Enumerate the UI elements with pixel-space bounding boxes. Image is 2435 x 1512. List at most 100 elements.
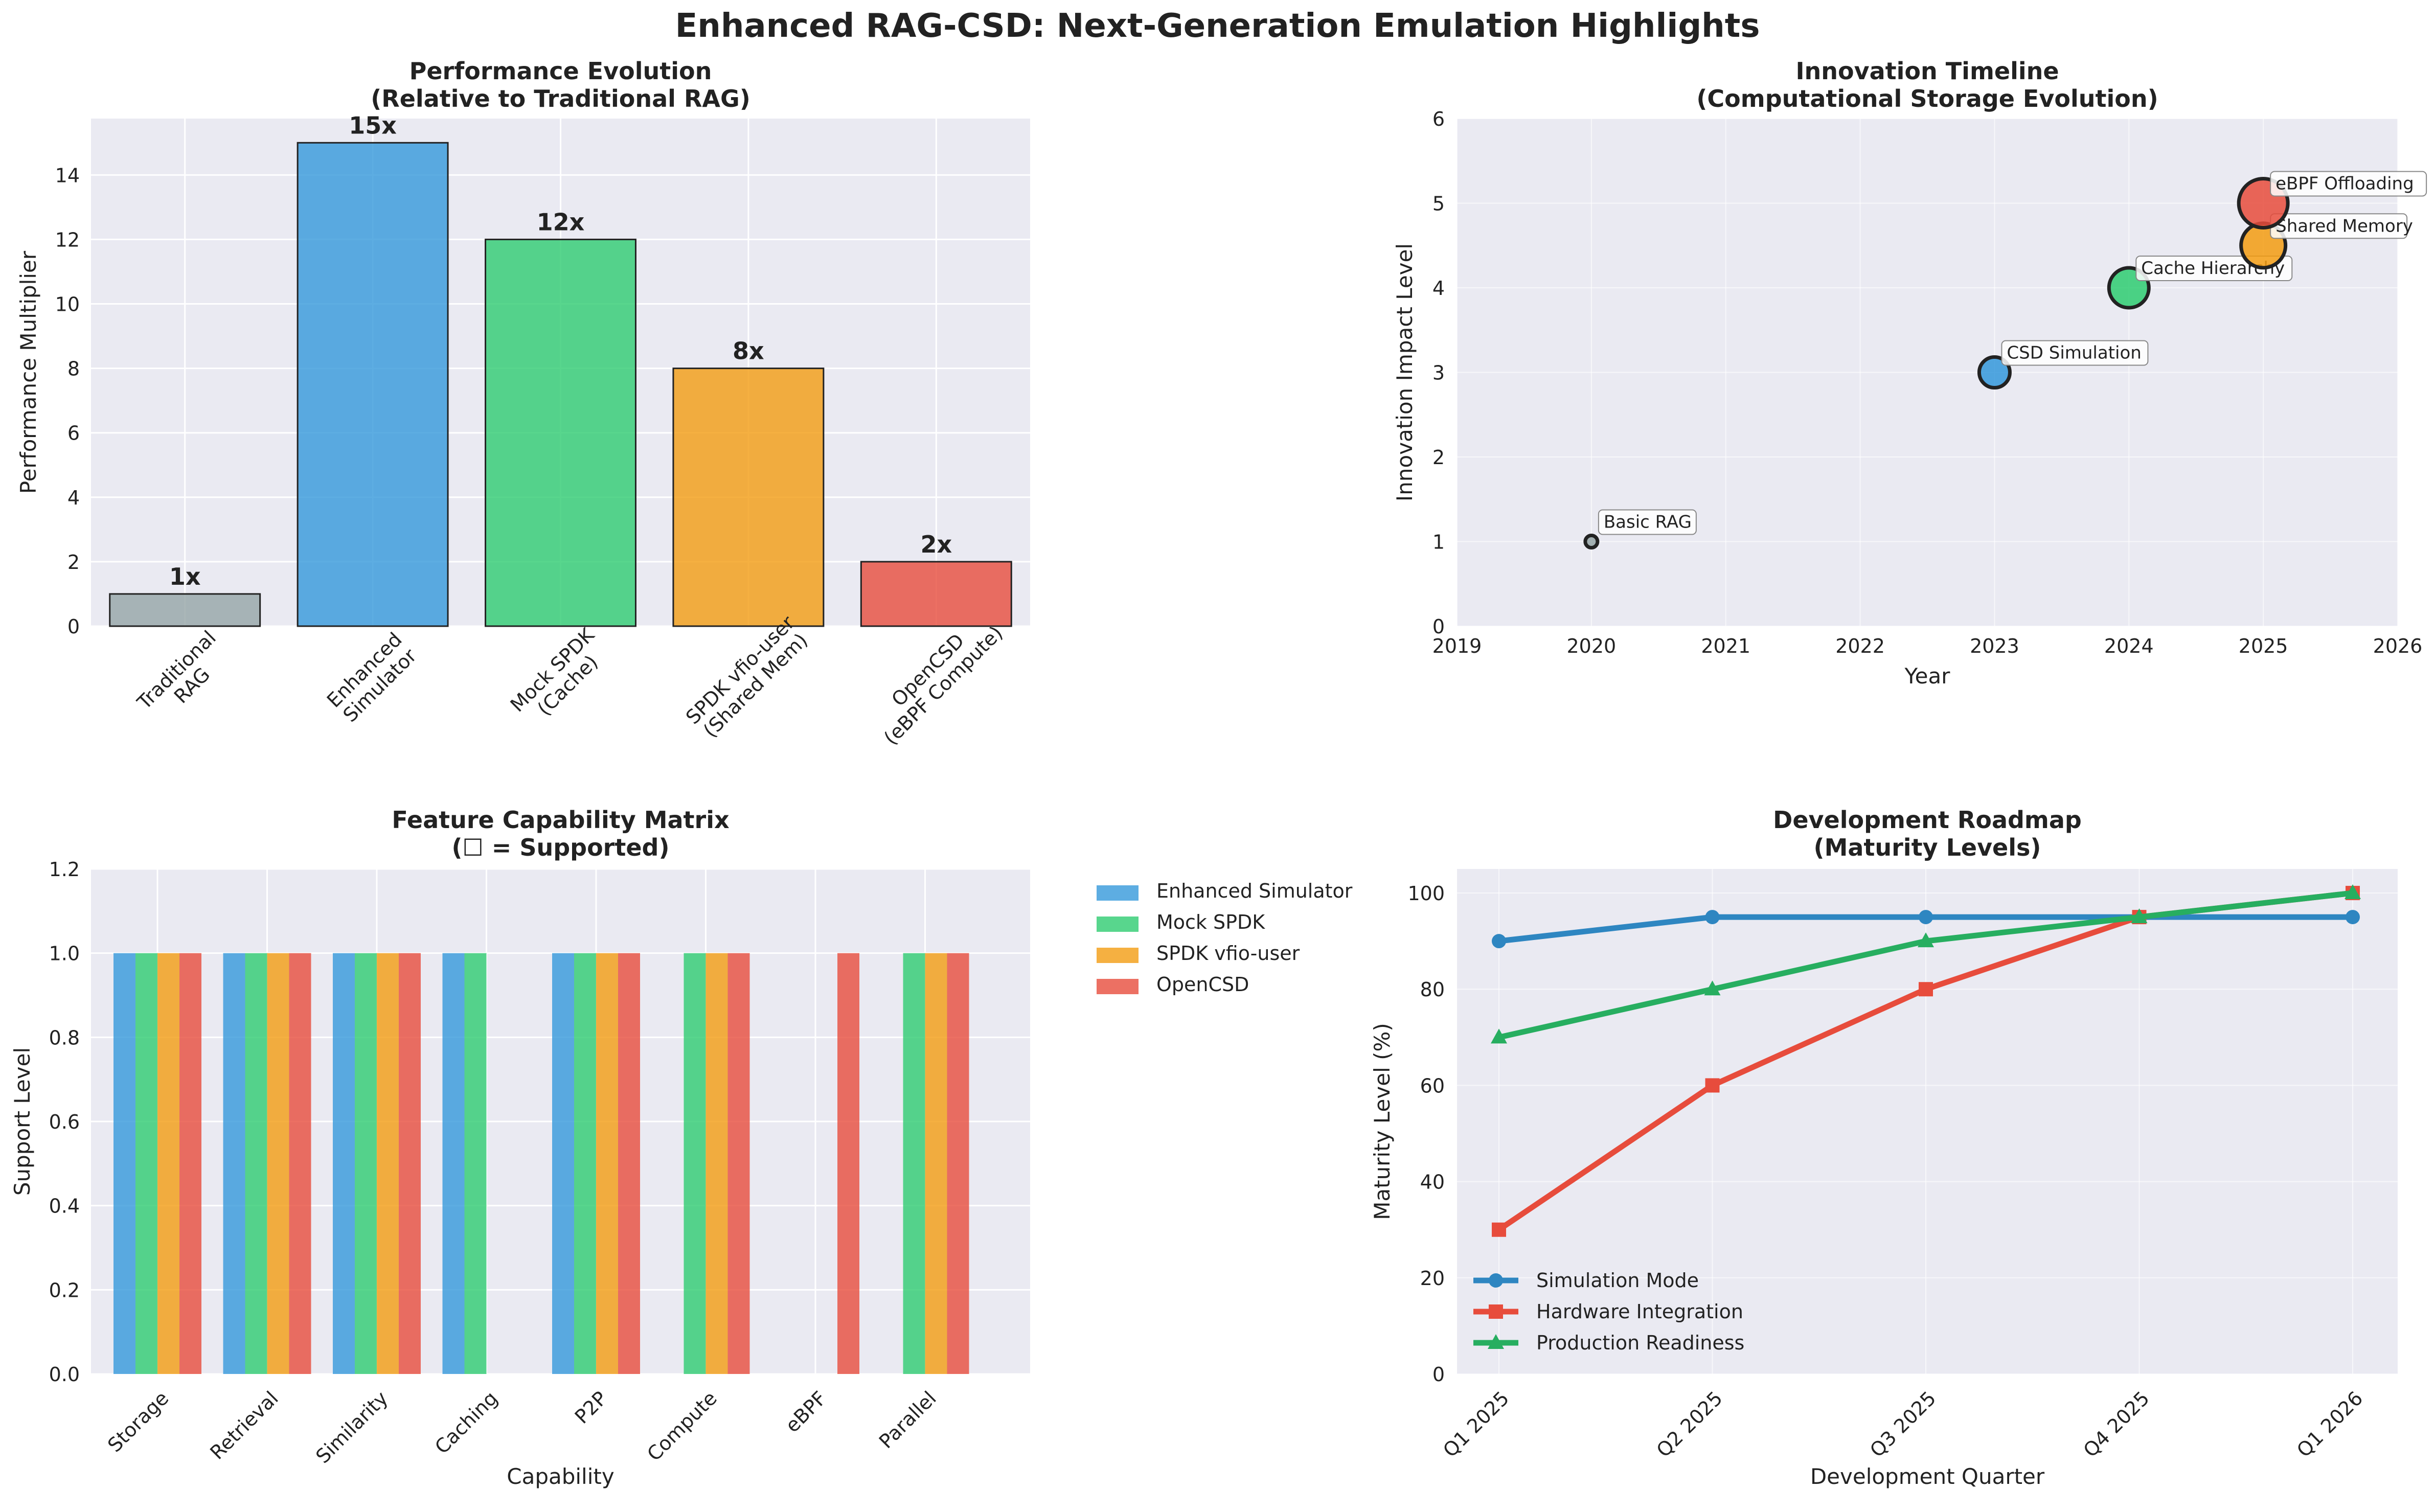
y-tick-label: 0.0 [49, 1363, 80, 1386]
bar [297, 142, 449, 627]
x-tick-label: 2024 [2104, 635, 2154, 657]
series-marker [1919, 910, 1933, 925]
bar [672, 368, 825, 627]
bar [223, 953, 245, 1374]
bar [618, 953, 640, 1374]
y-tick-label: 0 [67, 615, 80, 638]
series-marker [1919, 982, 1933, 997]
bar-data-label: 15x [349, 111, 397, 139]
x-tick-label: Q4 2025 [2079, 1387, 2154, 1461]
chart-title: Innovation Timeline (Computational Storag… [1696, 57, 2158, 112]
y-tick-label: 60 [1420, 1074, 1445, 1097]
legend-swatch [1097, 948, 1139, 963]
x-tick-label: 2020 [1566, 635, 1616, 657]
bar-data-label: 2x [920, 531, 952, 558]
y-tick-label: 2 [67, 551, 80, 574]
y-tick-label: 0 [1432, 615, 1445, 638]
series-marker [2345, 884, 2361, 900]
y-tick-label: 100 [1407, 882, 1445, 905]
bar [727, 953, 750, 1374]
legend-swatch [1097, 917, 1139, 932]
bar [706, 953, 728, 1374]
bar [377, 953, 399, 1374]
y-axis-label: Performance Multiplier [16, 250, 41, 494]
legend-marker [1488, 1334, 1504, 1349]
chart-title: Development Roadmap (Maturity Levels) [1773, 806, 2082, 861]
bar [925, 953, 947, 1374]
bar [464, 953, 487, 1374]
figure-title: Enhanced RAG-CSD: Next-Generation Emulat… [675, 7, 1760, 45]
x-tick-label: eBPF [781, 1387, 831, 1437]
series-marker [1705, 910, 1720, 925]
bar-data-label: 1x [169, 563, 201, 590]
x-tick-label: 2022 [1835, 635, 1885, 657]
y-tick-label: 6 [67, 422, 80, 445]
x-tick-label: 2026 [2373, 635, 2423, 657]
y-tick-label: 80 [1420, 978, 1445, 1001]
x-tick-label: Caching [430, 1387, 502, 1458]
legend-label: SPDK vfio-user [1156, 942, 1300, 965]
series-marker [2346, 910, 2360, 925]
x-tick-label: 2025 [2239, 635, 2288, 657]
x-tick-label: Compute [643, 1387, 721, 1465]
bar [289, 953, 311, 1374]
y-tick-label: 1.0 [49, 943, 80, 965]
point-label-box [2270, 171, 2427, 197]
series-marker [1491, 1028, 1507, 1044]
y-tick-label: 0.4 [49, 1195, 80, 1218]
y-tick-label: 4 [1432, 277, 1445, 300]
bar [355, 953, 377, 1374]
series-marker [1492, 934, 1506, 949]
y-tick-label: 5 [1432, 193, 1445, 215]
bar [179, 953, 201, 1374]
x-tick-label: TraditionalRAG [132, 626, 236, 729]
chart-title: Performance Evolution (Relative to Tradit… [371, 57, 750, 112]
y-tick-label: 20 [1420, 1267, 1445, 1290]
y-tick-label: 2 [1432, 446, 1445, 469]
bar [596, 953, 618, 1374]
y-axis-label: Support Level [10, 1047, 35, 1196]
y-tick-label: 1.2 [49, 858, 80, 881]
y-tick-label: 14 [55, 164, 80, 187]
x-axis-label: Development Quarter [1810, 1464, 2045, 1489]
bar [837, 953, 859, 1374]
legend-swatch [1097, 979, 1139, 994]
bar [442, 953, 465, 1374]
y-tick-label: 3 [1432, 362, 1445, 384]
y-tick-label: 0.2 [49, 1279, 80, 1301]
bar [113, 953, 135, 1374]
bar [947, 953, 969, 1374]
point-label: Shared Memory [2275, 216, 2413, 236]
x-tick-label: Mock SPDK(Cache) [506, 623, 615, 731]
x-axis-label: Year [1904, 663, 1951, 689]
x-tick-label: OpenCSD(eBPF Compute) [864, 606, 1007, 749]
y-axis-label: Innovation Impact Level [1392, 243, 1417, 501]
point-label: Basic RAG [1604, 512, 1692, 533]
x-tick-label: Retrieval [206, 1387, 283, 1464]
legend-swatch [1097, 885, 1139, 901]
x-tick-label: P2P [571, 1387, 612, 1428]
y-axis-label: Maturity Level (%) [1370, 1023, 1395, 1220]
y-tick-label: 0.6 [49, 1111, 80, 1133]
x-tick-label: Similarity [311, 1387, 392, 1468]
series-marker [1704, 980, 1721, 996]
chart-title: Feature Capability Matrix (☐ = Supported) [392, 806, 729, 861]
x-tick-label: SPDK vfio-user(Shared Mem) [681, 611, 814, 744]
legend-marker [1489, 1304, 1503, 1319]
bar-data-label: 8x [733, 337, 764, 365]
data-point [1977, 355, 2012, 390]
series-marker [2131, 908, 2148, 924]
point-label: eBPF Offloading [2275, 174, 2414, 194]
y-tick-label: 4 [67, 487, 80, 509]
y-tick-label: 1 [1432, 531, 1445, 554]
bar [903, 953, 925, 1374]
bar [574, 953, 596, 1374]
bar [399, 953, 421, 1374]
point-label: CSD Simulation [2007, 343, 2141, 363]
bar [860, 561, 1012, 627]
x-tick-label: Q2 2025 [1652, 1387, 1727, 1461]
x-tick-label: Parallel [875, 1387, 941, 1453]
series-marker [1492, 1222, 1506, 1237]
